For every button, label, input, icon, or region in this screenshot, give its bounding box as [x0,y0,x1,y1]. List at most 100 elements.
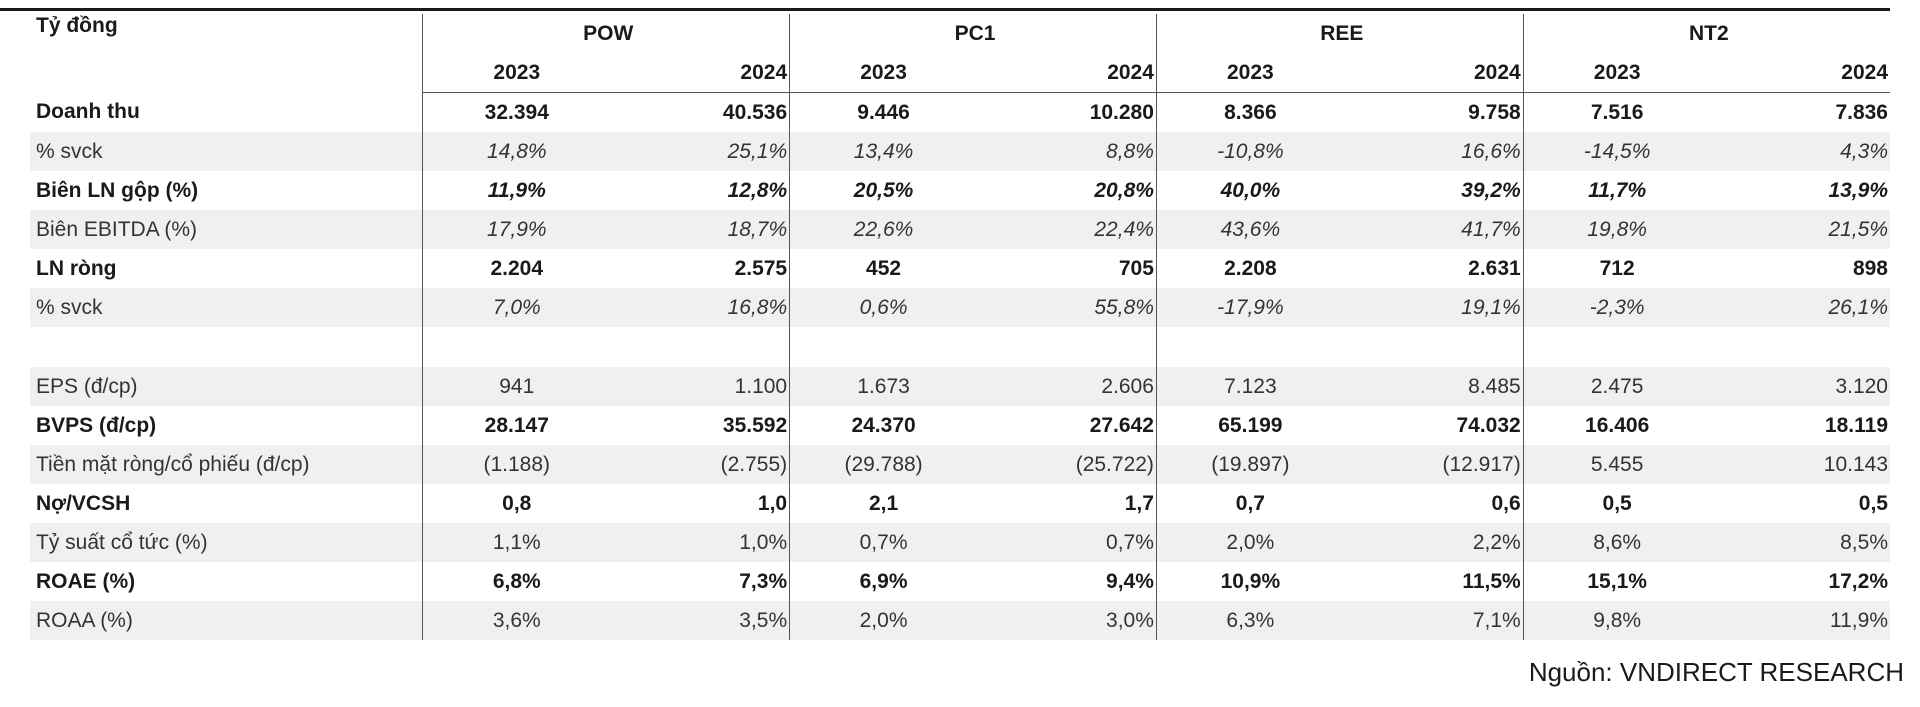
year-header: 2024 [1706,53,1890,93]
table-cell [1340,327,1523,367]
row-label: EPS (đ/cp) [30,367,423,406]
table-cell [1522,327,1707,367]
table-row: Tỷ suất cổ tức (%) 1,1% 1,0% 0,7% 0,7% 2,0% 2,… [30,523,1890,562]
table-cell: 2.204 [422,249,607,288]
year-header: 2023 [1155,53,1340,93]
table-cell: 16,6% [1339,132,1524,171]
year-header: 2024 [1339,53,1524,93]
row-label: Nợ/VCSH [36,491,131,515]
table-cell: -2,3% [1522,288,1707,327]
table-cell: (12.917) [1339,445,1524,484]
company-header: REE [1155,14,1524,53]
table-cell: 32.394 [422,92,607,132]
table-cell: -10,8% [1155,132,1340,171]
table-cell: 43,6% [1155,210,1340,249]
table-cell: 1,1% [422,523,607,562]
spacer-row [30,327,1890,367]
table-cell: 8,6% [1522,523,1707,562]
table-cell: 1.673 [789,367,974,406]
row-label: BVPS (đ/cp) [36,413,157,437]
row-label: Tiền mặt ròng/cổ phiếu (đ/cp) [30,445,423,484]
table-cell: 26,1% [1706,288,1890,327]
table-cell: 0,7 [1155,484,1340,523]
table-cell: 39,2% [1461,178,1521,202]
table-cell: 10.143 [1706,445,1890,484]
table-cell: 712 [1522,249,1707,288]
table-cell: (29.788) [789,445,974,484]
table-cell: 1.100 [606,367,790,406]
table-row: Tiền mặt ròng/cổ phiếu (đ/cp) (1.188) (2.7… [30,445,1890,484]
year-header: 2023 [422,53,607,93]
table-cell: 2,0% [789,601,974,640]
top-rule [0,8,1890,11]
table-row: Doanh thu 32.394 40.536 9.446 10.280 8.366 9.7… [30,92,1890,132]
table-row: EPS (đ/cp) 941 1.100 1.673 2.606 7.123 8.485 2.… [30,367,1890,406]
table-cell: (1.188) [422,445,607,484]
row-label: Biên EBITDA (%) [30,210,423,249]
financial-comparison-table: Tỷ đồng POW PC1 REE NT2 2023 2024 2023 2… [30,14,1890,640]
table-cell: 5.455 [1522,445,1707,484]
table-cell: 8,5% [1706,523,1890,562]
table-cell: 19,8% [1522,210,1707,249]
table-cell: 20,8% [1094,178,1154,202]
row-label: LN ròng [36,256,117,280]
table-cell: 17,9% [422,210,607,249]
table-cell: 2,0% [1155,523,1340,562]
table-cell: 20,5% [789,171,974,210]
table-cell: 18,7% [606,210,790,249]
table-cell: 2.631 [1468,256,1521,280]
table-cell: 9,4% [1106,569,1154,593]
table-row: % svck 7,0% 16,8% 0,6% 55,8% -17,9% 19,1% -2,3%… [30,288,1890,327]
table-cell: 15,1% [1522,562,1707,601]
table-cell: (19.897) [1155,445,1340,484]
row-label [30,327,423,367]
company-header: PC1 [789,14,1157,53]
table-cell [1155,327,1340,367]
table-cell: 18.119 [1824,413,1888,437]
table-cell: 41,7% [1339,210,1524,249]
table-cell: 2,1 [789,484,974,523]
table-cell: 27.642 [1089,413,1154,437]
table-cell: (25.722) [973,445,1157,484]
table-cell: 11,5% [1462,569,1521,593]
table-cell: 13,4% [789,132,974,171]
table-cell: 12,8% [727,178,788,202]
table-cell [606,327,789,367]
table-cell: 17,2% [1828,569,1888,593]
table-cell: 7,3% [739,569,788,593]
table-cell: 9.758 [1468,100,1521,124]
table-cell: 14,8% [422,132,607,171]
company-header-row: Tỷ đồng POW PC1 REE NT2 [30,14,1890,53]
table-row: ROAE (%) 6,8% 7,3% 6,9% 9,4% 10,9% 11,5% 15,1% 1… [30,562,1890,601]
table-cell: 21,5% [1706,210,1890,249]
table-cell: 3,5% [606,601,790,640]
table-cell: 16,8% [606,288,790,327]
table-cell: 55,8% [973,288,1157,327]
table-cell: 452 [789,249,974,288]
table-cell: 9.446 [789,92,974,132]
table-cell: 7,0% [422,288,607,327]
table-row: Nợ/VCSH 0,8 1,0 2,1 1,7 0,7 0,6 0,5 0,5 [30,484,1890,523]
row-label: % svck [30,288,423,327]
table-cell: 2.475 [1522,367,1707,406]
table-row: Biên EBITDA (%) 17,9% 18,7% 22,6% 22,4% 43,6%… [30,210,1890,249]
table-cell: 705 [1118,256,1154,280]
source-note: Nguồn: VNDIRECT RESEARCH [1528,657,1904,687]
year-header: 2024 [973,53,1157,93]
table-cell: 28.147 [422,406,607,445]
table-cell: 2.575 [734,256,788,280]
table-cell: 40.536 [722,100,788,124]
table-cell: 0,8 [422,484,607,523]
table-cell: 65.199 [1155,406,1340,445]
table-cell: 3,6% [422,601,607,640]
table-cell: 9,8% [1522,601,1707,640]
table-cell: 7.836 [1835,100,1888,124]
table-cell: 13,9% [1828,178,1888,202]
table-cell: (2.755) [606,445,790,484]
table-cell: 2,2% [1339,523,1524,562]
table-row: LN ròng 2.204 2.575 452 705 2.208 2.631 712 898 [30,249,1890,288]
year-header: 2024 [606,53,790,93]
table-cell: 6,3% [1155,601,1340,640]
table-cell: 74.032 [1456,413,1521,437]
table-cell: 19,1% [1339,288,1524,327]
